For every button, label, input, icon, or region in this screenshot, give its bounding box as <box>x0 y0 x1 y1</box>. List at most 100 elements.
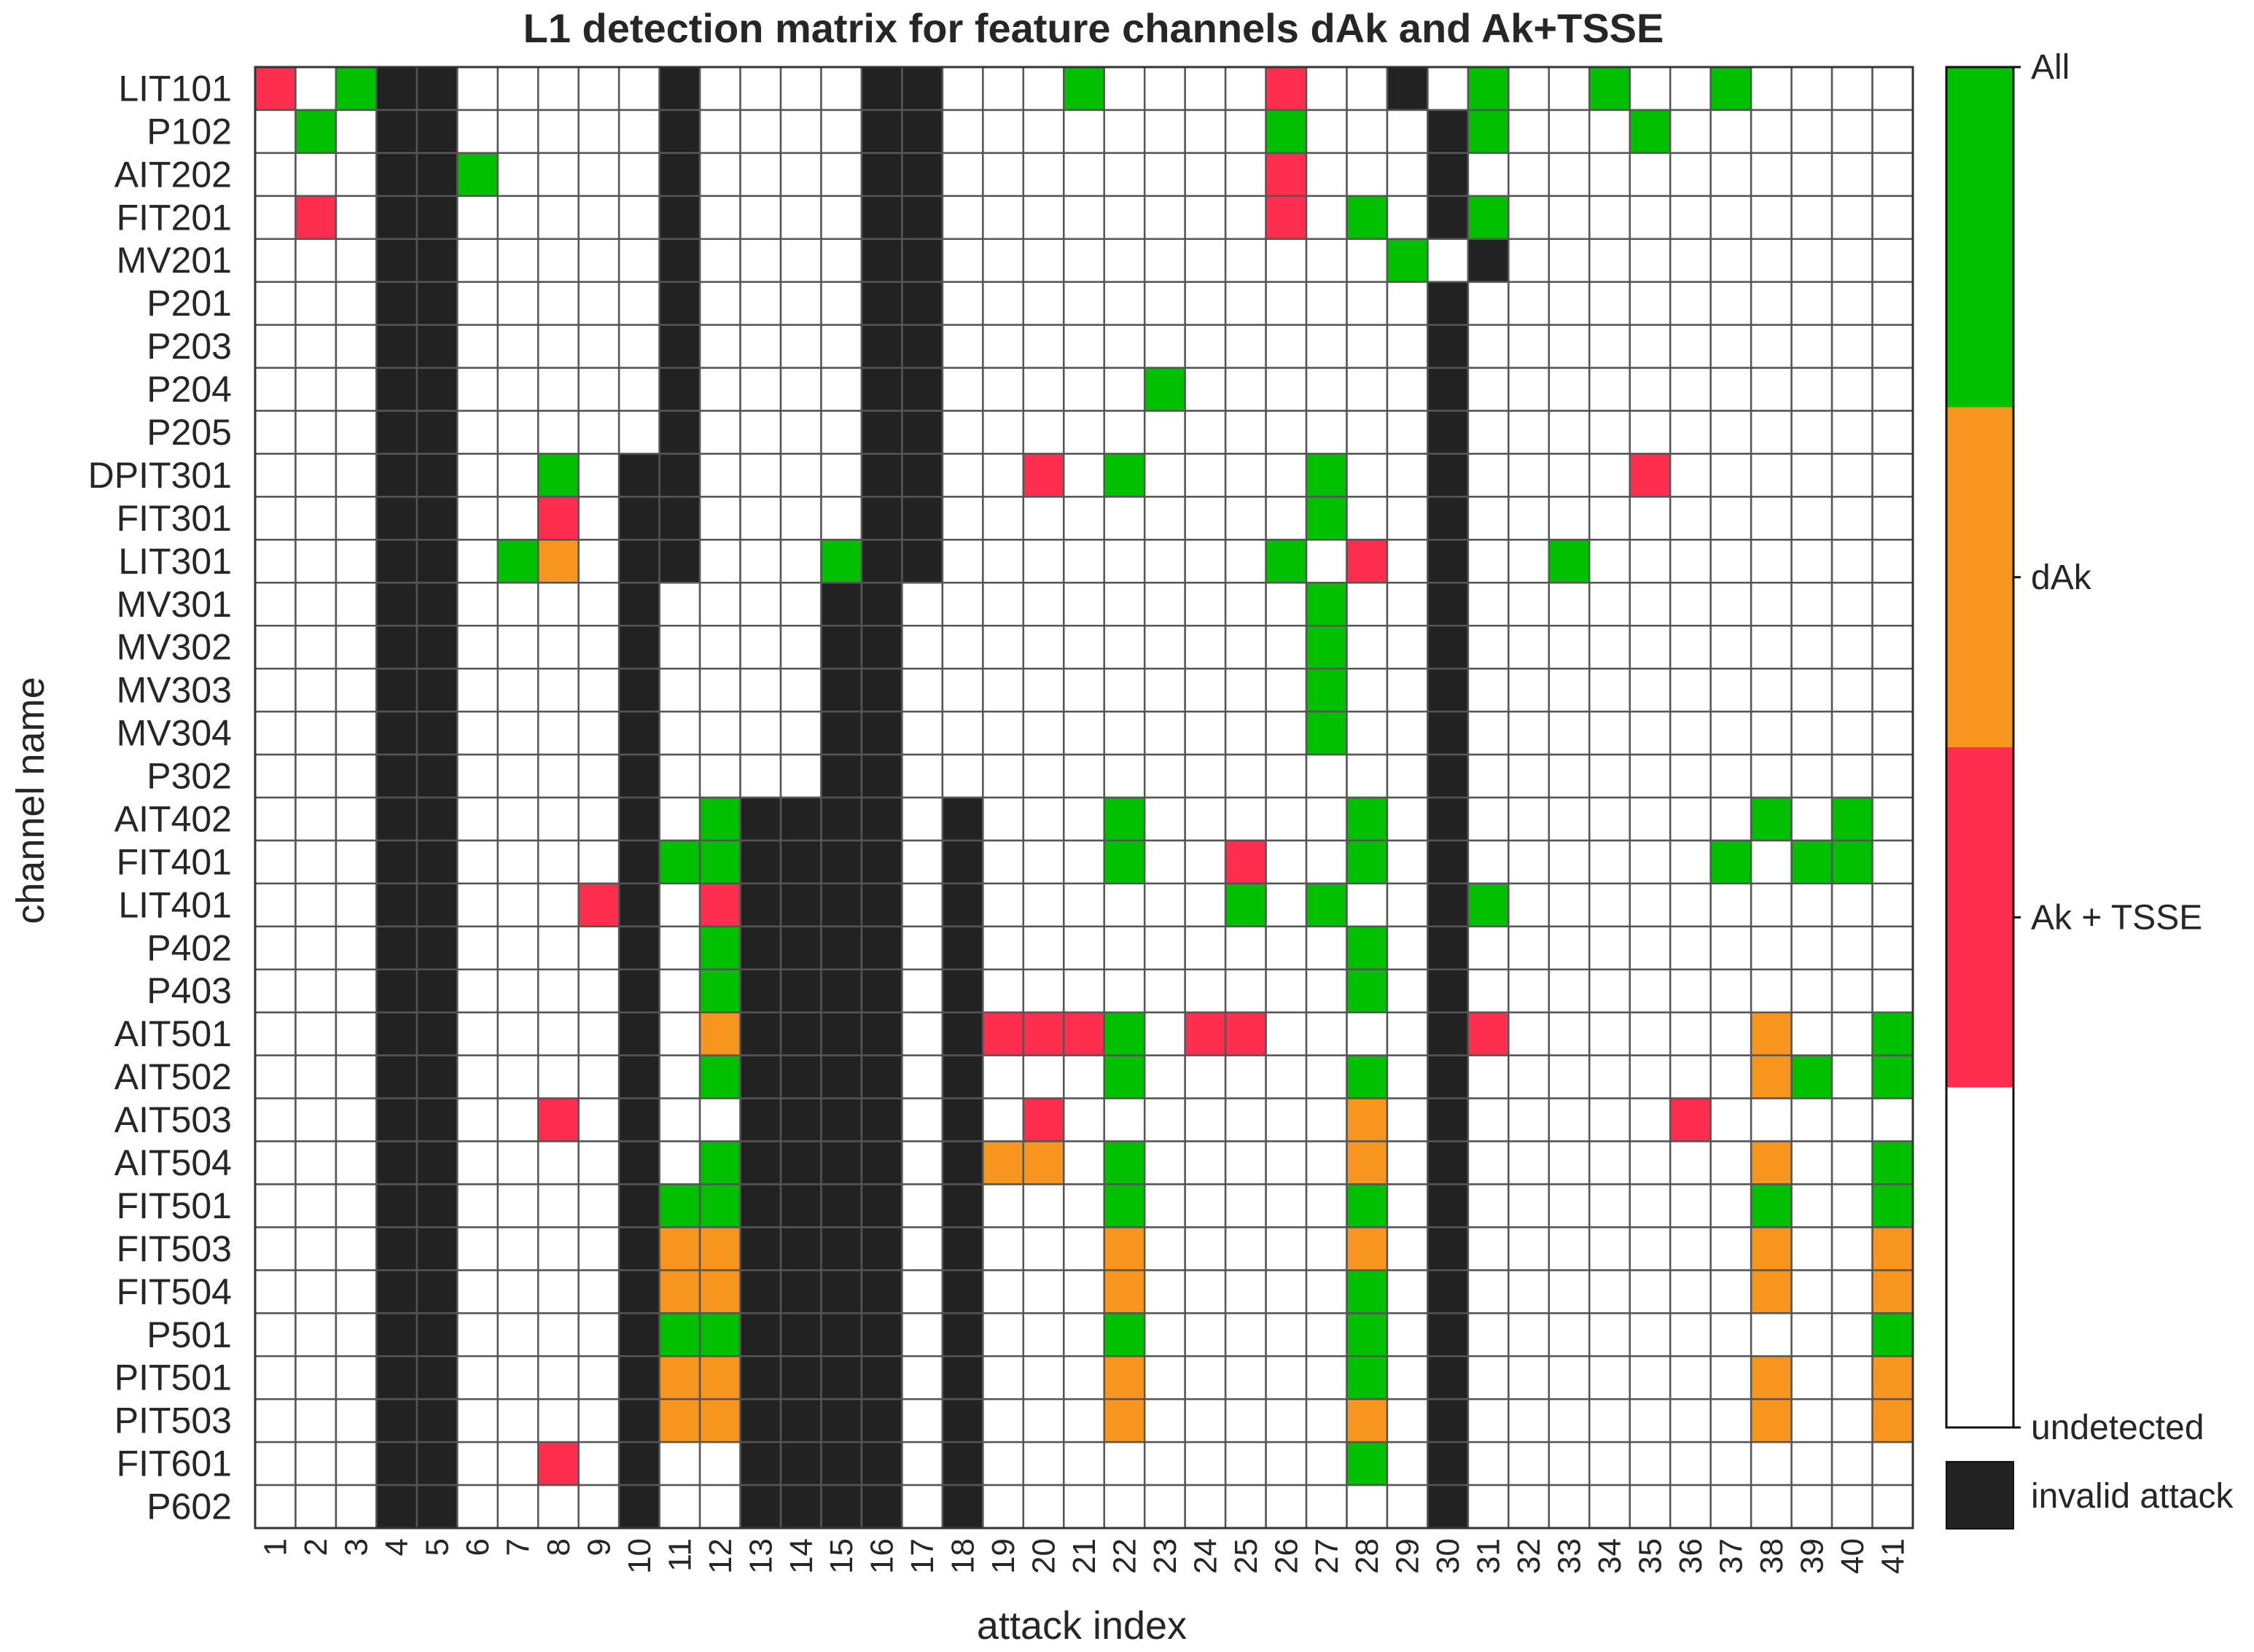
heatmap-cell <box>901 624 944 670</box>
heatmap-cell <box>1830 281 1873 326</box>
heatmap-cell <box>416 66 459 112</box>
heatmap-cell <box>1508 1398 1551 1443</box>
heatmap-cell <box>1548 1054 1591 1099</box>
heatmap-cell <box>1265 1054 1308 1099</box>
heatmap-cell <box>1346 796 1389 842</box>
heatmap-cell <box>295 1226 338 1271</box>
heatmap-cell <box>1548 152 1591 198</box>
heatmap-cell <box>860 324 903 369</box>
heatmap-cell <box>1669 1226 1712 1271</box>
heatmap-cell <box>1265 1140 1308 1185</box>
heatmap-cell <box>1265 753 1308 799</box>
heatmap-cell <box>1224 1312 1267 1357</box>
heatmap-cell <box>1629 667 1672 713</box>
heatmap-cell <box>1709 882 1752 928</box>
x-tick-label: 38 <box>1754 1538 1790 1574</box>
heatmap-cell <box>1305 839 1348 885</box>
heatmap-cell <box>820 1183 863 1228</box>
heatmap-cell <box>1063 1398 1105 1443</box>
heatmap-cell <box>1305 1441 1348 1487</box>
heatmap-cell <box>1548 238 1591 283</box>
heatmap-cell <box>1508 839 1551 885</box>
heatmap-cell <box>1386 66 1429 112</box>
heatmap-cell <box>860 496 903 541</box>
heatmap-cell <box>1790 1097 1833 1142</box>
heatmap-cell <box>1588 1484 1631 1530</box>
heatmap-cell <box>577 410 620 455</box>
heatmap-cell <box>658 882 701 928</box>
heatmap-cell <box>577 367 620 412</box>
heatmap-cell <box>779 1355 822 1400</box>
heatmap-cell <box>1063 410 1105 455</box>
heatmap-cell <box>901 1054 944 1099</box>
heatmap-cell <box>496 796 539 842</box>
heatmap-cell <box>658 1011 701 1056</box>
heatmap-cell <box>1709 1441 1752 1487</box>
x-tick-label: 37 <box>1713 1538 1749 1574</box>
heatmap-cell <box>1467 453 1510 498</box>
heatmap-cell <box>335 839 378 885</box>
heatmap-cell <box>901 1097 944 1142</box>
heatmap-cell <box>982 1011 1025 1056</box>
heatmap-cell <box>779 753 822 799</box>
heatmap-cell <box>1750 968 1793 1013</box>
heatmap-cell <box>698 968 741 1013</box>
heatmap-cell <box>416 367 459 412</box>
heatmap-cell <box>1386 753 1429 799</box>
heatmap-cell <box>658 1355 701 1400</box>
heatmap-cell <box>901 109 944 155</box>
heatmap-cell <box>698 1140 741 1185</box>
heatmap-cell <box>1022 324 1065 369</box>
heatmap-cell <box>1669 1183 1712 1228</box>
heatmap-cell <box>1830 1226 1873 1271</box>
heatmap-cell <box>1346 1398 1389 1443</box>
heatmap-cell <box>375 66 418 112</box>
heatmap-cell <box>1427 968 1470 1013</box>
heatmap-cell <box>1386 539 1429 584</box>
heatmap-cell <box>1588 968 1631 1013</box>
heatmap-cell <box>820 1097 863 1142</box>
heatmap-cell <box>456 1312 499 1357</box>
heatmap-cell <box>820 1011 863 1056</box>
heatmap-cell <box>698 1355 741 1400</box>
heatmap-cell <box>941 367 984 412</box>
heatmap-cell <box>901 281 944 326</box>
heatmap-cell <box>1184 496 1227 541</box>
heatmap-cell <box>1386 1054 1429 1099</box>
heatmap-cell <box>1346 66 1389 112</box>
heatmap-cell <box>779 281 822 326</box>
heatmap-cell <box>1790 367 1833 412</box>
heatmap-cell <box>1224 1398 1267 1443</box>
heatmap-cell <box>1669 496 1712 541</box>
heatmap-cell <box>698 1269 741 1314</box>
heatmap-cell <box>1629 152 1672 198</box>
heatmap-cell <box>335 753 378 799</box>
heatmap-cell <box>496 1226 539 1271</box>
heatmap-cell <box>1063 238 1105 283</box>
heatmap-cell <box>1386 925 1429 971</box>
heatmap-cell <box>1265 968 1308 1013</box>
heatmap-cell <box>1265 1355 1308 1400</box>
heatmap-cell <box>416 1355 459 1400</box>
heatmap-cell <box>739 324 782 369</box>
heatmap-cell <box>1022 1226 1065 1271</box>
heatmap-cell <box>1022 1398 1065 1443</box>
heatmap-cell <box>295 839 338 885</box>
heatmap-cell <box>860 367 903 412</box>
heatmap-cell <box>537 1484 580 1530</box>
heatmap-cell <box>496 1355 539 1400</box>
heatmap-cell <box>416 667 459 713</box>
heatmap-cell <box>820 1398 863 1443</box>
heatmap-cell <box>1224 1226 1267 1271</box>
heatmap-cell <box>698 1484 741 1530</box>
heatmap-cell <box>537 1398 580 1443</box>
heatmap-cell <box>1548 710 1591 756</box>
heatmap-cell <box>941 582 984 627</box>
heatmap-cell <box>1103 1183 1146 1228</box>
heatmap-cell <box>1629 324 1672 369</box>
heatmap-cell <box>739 1312 782 1357</box>
heatmap-cell <box>1548 796 1591 842</box>
heatmap-cell <box>577 195 620 241</box>
heatmap-cell <box>1669 710 1712 756</box>
heatmap-cell <box>739 1441 782 1487</box>
